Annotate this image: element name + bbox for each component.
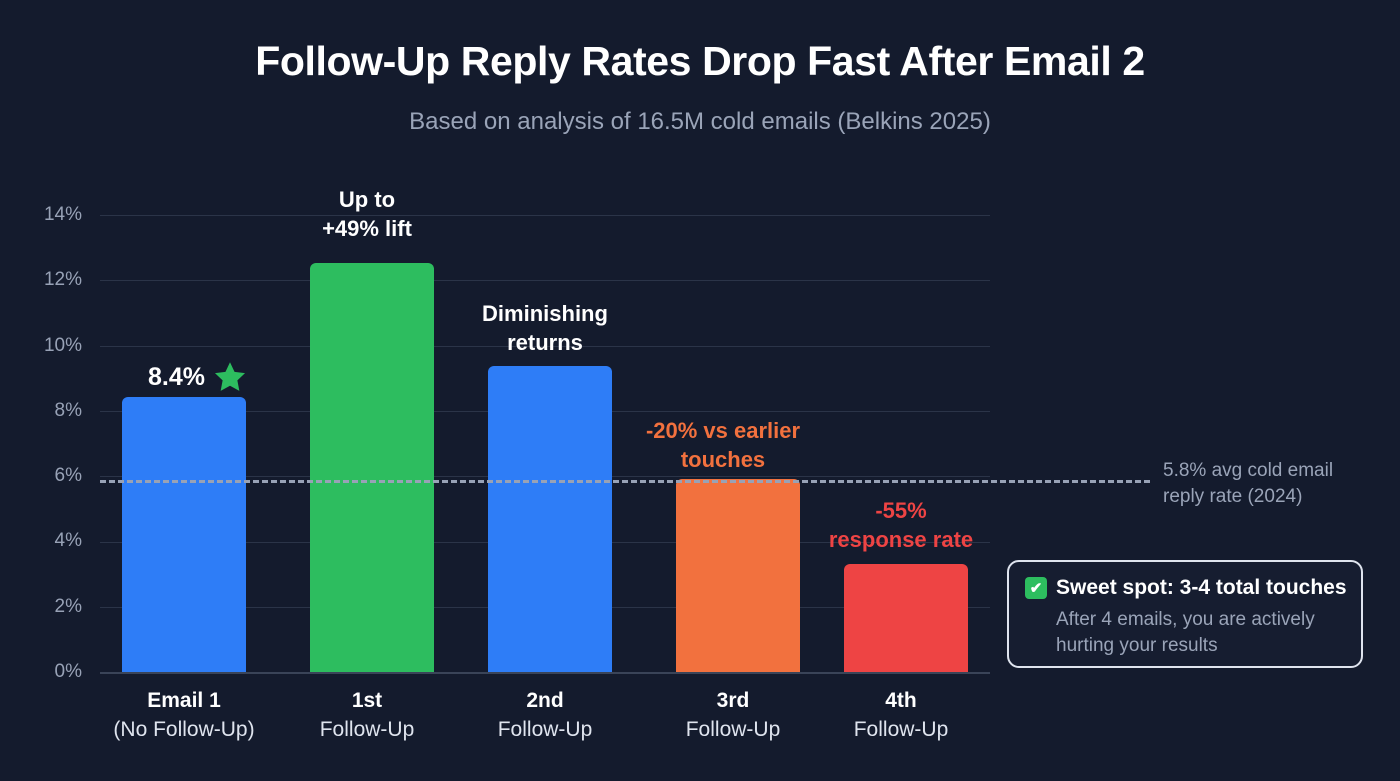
- bar-2nd-follow-up[interactable]: [488, 366, 612, 672]
- x-label-main: 2nd: [526, 689, 564, 712]
- data-label-value: 8.4%: [148, 362, 205, 391]
- x-label-main: 4th: [885, 689, 917, 712]
- y-tick-label-0: 0%: [54, 661, 82, 682]
- bar-1st-follow-up[interactable]: [310, 263, 434, 672]
- chart-title: Follow-Up Reply Rates Drop Fast After Em…: [255, 38, 1145, 84]
- chart-subtitle: Based on analysis of 16.5M cold emails (…: [409, 108, 991, 135]
- y-tick-label-12: 12%: [43, 269, 82, 290]
- x-axis-baseline: [100, 672, 990, 674]
- x-label-main: Email 1: [147, 689, 221, 712]
- x-axis-label-email-1: Email 1 (No Follow-Up): [74, 686, 294, 745]
- annotation-line-1: Diminishing: [482, 301, 608, 326]
- y-tick-label-8: 8%: [54, 400, 82, 421]
- callout-body: After 4 emails, you are actively hurting…: [1056, 607, 1345, 658]
- annotation-4th-follow-up: -55% response rate: [796, 497, 1006, 554]
- callout-heading: Sweet spot: 3-4 total touches: [1056, 576, 1347, 599]
- callout-box: ✔ Sweet spot: 3-4 total touches After 4 …: [1007, 560, 1363, 668]
- annotation-3rd-follow-up: -20% vs earlier touches: [618, 417, 828, 474]
- x-label-main: 3rd: [716, 689, 750, 712]
- gridline-10: [100, 346, 990, 347]
- annotation-line-1: Up to: [338, 187, 396, 212]
- gridline-14: [100, 215, 990, 216]
- gridline-12: [100, 280, 990, 281]
- bar-email-1[interactable]: [122, 397, 246, 672]
- x-label-sub: (No Follow-Up): [113, 718, 255, 742]
- x-axis-label-3rd-follow-up: 3rd Follow-Up: [623, 686, 843, 745]
- annotation-line-2: +49% lift: [322, 215, 412, 241]
- benchmark-label-line-1: 5.8% avg cold email: [1163, 460, 1334, 481]
- callout-heading-row: ✔ Sweet spot: 3-4 total touches: [1025, 576, 1347, 600]
- annotation-line-2: touches: [680, 446, 766, 472]
- x-label-sub: Follow-Up: [319, 718, 415, 742]
- y-tick-label-6: 6%: [54, 465, 82, 486]
- annotation-line-2: returns: [507, 329, 583, 355]
- x-label-main: 1st: [351, 689, 383, 712]
- callout-body-line-1: After 4 emails, you are actively: [1056, 609, 1315, 630]
- plot-area: [100, 215, 990, 674]
- benchmark-label: 5.8% avg cold email reply rate (2024): [1163, 458, 1393, 509]
- annotation-line-1: -20% vs earlier: [645, 418, 801, 443]
- check-icon: ✔: [1025, 577, 1047, 599]
- x-label-sub: Follow-Up: [853, 718, 949, 742]
- y-tick-label-2: 2%: [54, 596, 82, 617]
- y-tick-label-4: 4%: [54, 530, 82, 551]
- x-label-sub: Follow-Up: [497, 718, 593, 742]
- x-axis-label-2nd-follow-up: 2nd Follow-Up: [435, 686, 655, 745]
- annotation-line-2: response rate: [828, 526, 974, 552]
- x-axis-label-1st-follow-up: 1st Follow-Up: [257, 686, 477, 745]
- x-axis-label-4th-follow-up: 4th Follow-Up: [791, 686, 1011, 745]
- benchmark-label-line-2: reply rate (2024): [1163, 485, 1303, 507]
- data-label-email-1: 8.4%: [148, 360, 247, 394]
- y-tick-label-10: 10%: [43, 335, 82, 356]
- x-label-sub: Follow-Up: [685, 718, 781, 742]
- annotation-line-1: -55%: [875, 498, 927, 523]
- callout-body-line-2: hurting your results: [1056, 634, 1218, 656]
- star-icon: [214, 362, 246, 391]
- annotation-1st-follow-up: Up to +49% lift: [272, 186, 462, 243]
- annotation-2nd-follow-up: Diminishing returns: [450, 300, 640, 357]
- bar-4th-follow-up[interactable]: [844, 564, 968, 672]
- bar-3rd-follow-up[interactable]: [676, 479, 800, 672]
- benchmark-reference-line: [100, 480, 1150, 483]
- y-tick-label-14: 14%: [43, 204, 82, 225]
